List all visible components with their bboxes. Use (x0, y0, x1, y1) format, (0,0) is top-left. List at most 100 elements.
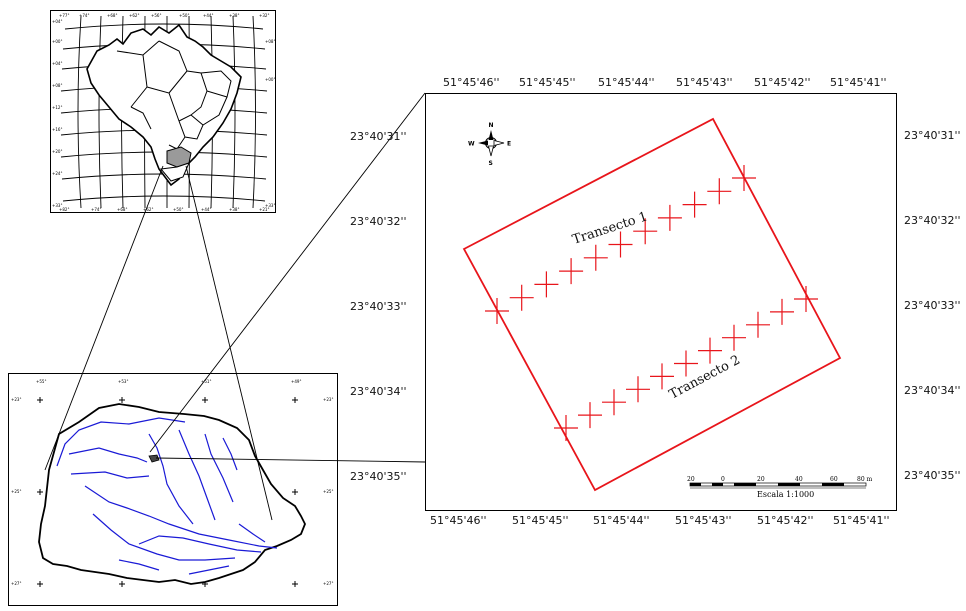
scale-bar: 20 0 20 40 60 80 m Escala 1:1000 (687, 476, 873, 499)
transect-1-point (559, 258, 584, 285)
scale-tick: 40 (795, 476, 803, 483)
parana-top-tick: +55° (36, 379, 46, 384)
transect-2-point (626, 376, 650, 403)
brazil-top-tick: +62° (129, 13, 139, 18)
longitude-label: 51°45'44'' (593, 514, 650, 527)
brazil-top-tick: +77° (59, 13, 69, 18)
brazil-left-tick: +00° (52, 39, 62, 44)
compass-e: E (507, 141, 511, 148)
brazil-outline (86, 23, 242, 187)
latitude-label: 23°40'32'' (350, 215, 407, 228)
brazil-top-tick: +56° (151, 13, 161, 18)
parana-right-tick: +25° (323, 489, 333, 494)
transect-1-point (657, 204, 682, 231)
transect-2-point (746, 311, 770, 338)
longitude-label: 51°45'45'' (519, 76, 576, 89)
transect-2-point (578, 402, 602, 429)
brazil-bottom-tick: +38° (229, 207, 239, 212)
transect-2-point (554, 415, 578, 441)
brazil-top-tick: +32° (259, 13, 269, 18)
longitude-label: 51°45'44'' (598, 76, 655, 89)
brazil-left-tick: +04° (52, 61, 62, 66)
transect-2-point (794, 286, 818, 312)
study-plot-outline (462, 117, 842, 492)
transect-2-point (698, 337, 722, 364)
transect-2-point (650, 363, 674, 390)
transect-1-point (583, 244, 608, 271)
detail-map: Transecto 1 Transecto 2 N S E W 20 0 20 (425, 93, 897, 511)
plot-graphic: Transecto 1 Transecto 2 N S E W 20 0 20 (462, 117, 873, 499)
longitude-label: 51°45'45'' (512, 514, 569, 527)
latitude-label: 23°40'34'' (350, 385, 407, 398)
transect-1-point (707, 178, 732, 205)
brazil-left-tick: +12° (52, 105, 62, 110)
longitude-label: 51°45'43'' (675, 514, 732, 527)
parana-top-tick: +53° (118, 379, 128, 384)
latitude-label: 23°40'33'' (904, 299, 961, 312)
parana-top-tick: +51° (201, 379, 211, 384)
latitude-label: 23°40'34'' (904, 384, 961, 397)
parana-left-tick: +23° (11, 397, 21, 402)
transect-2-point (770, 298, 794, 325)
parana-right-tick: +23° (323, 397, 333, 402)
compass-s: S (489, 160, 493, 167)
longitude-label: 51°45'46'' (443, 76, 500, 89)
compass-w: W (468, 141, 475, 148)
compass-n: N (489, 122, 494, 129)
brazil-right-tick: +08° (265, 39, 275, 44)
transect-1-markers (485, 165, 756, 324)
transect-1-point (608, 231, 633, 258)
latitude-label: 23°40'33'' (350, 300, 407, 313)
longitude-label: 51°45'46'' (430, 514, 487, 527)
brazil-top-tick: +38° (229, 13, 239, 18)
transect-1-label: Transecto 1 (571, 209, 650, 247)
parana-left-tick: +27° (11, 581, 21, 586)
transect-2-point (674, 350, 698, 377)
transect-1-point (682, 191, 707, 218)
brazil-left-tick: +08° (52, 83, 62, 88)
transect-1-point (509, 284, 534, 311)
scale-tick: 0 (721, 476, 725, 483)
scale-tick: 80 m (857, 476, 873, 483)
transect-1-point (732, 165, 756, 191)
transect-1-point (485, 298, 509, 324)
brazil-left-tick: +33° (52, 203, 62, 208)
parana-map-graphic: +55° +53° +51° +49° +23° +25° +27° +23° +25° +27° (11, 379, 333, 587)
brazil-top-tick: +50° (179, 13, 189, 18)
parana-right-tick: +27° (323, 581, 333, 586)
parana-left-tick: +25° (11, 489, 21, 494)
brazil-bottom-tick: +68° (117, 207, 127, 212)
latitude-label: 23°40'35'' (350, 470, 407, 483)
brazil-bottom-tick: +44° (201, 207, 211, 212)
brazil-top-tick: +74° (79, 13, 89, 18)
transect-1-point (534, 271, 559, 298)
brazil-bottom-tick: +50° (173, 207, 183, 212)
longitude-label: 51°45'41'' (833, 514, 890, 527)
brazil-bottom-tick: +62° (143, 207, 153, 212)
brazil-map-graphic: +77° +74° +68° +62° +56° +50° +44° +38° +32°+82°… (52, 13, 275, 212)
brazil-right-tick: +33° (265, 203, 275, 208)
latitude-label: 23°40'31'' (904, 129, 961, 142)
parana-top-tick: +49° (291, 379, 301, 384)
parana-map: +55° +53° +51° +49° +23° +25° +27° +23° +25° +27° (8, 373, 338, 606)
longitude-label: 51°45'41'' (830, 76, 887, 89)
latitude-label: 23°40'32'' (904, 214, 961, 227)
transect-1-point (633, 218, 658, 245)
brazil-left-tick: +24° (52, 171, 62, 176)
scale-tick: 20 (687, 476, 695, 483)
transect-2-point (602, 389, 626, 416)
longitude-label: 51°45'42'' (757, 514, 814, 527)
brazil-map: +77° +74° +68° +62° +56° +50° +44° +38° +32° +82°… (50, 10, 276, 213)
scale-caption: Escala 1:1000 (757, 490, 814, 499)
latitude-label: 23°40'35'' (904, 469, 961, 482)
brazil-left-tick: +04° (52, 19, 62, 24)
brazil-bottom-tick: +74° (91, 207, 101, 212)
scale-tick: 20 (757, 476, 765, 483)
brazil-left-tick: +20° (52, 149, 62, 154)
brazil-right-tick: +00° (265, 77, 275, 82)
brazil-left-tick: +16° (52, 127, 62, 132)
latitude-label: 23°40'31'' (350, 130, 407, 143)
scale-tick: 60 (830, 476, 838, 483)
longitude-label: 51°45'43'' (676, 76, 733, 89)
brazil-top-tick: +68° (107, 13, 117, 18)
